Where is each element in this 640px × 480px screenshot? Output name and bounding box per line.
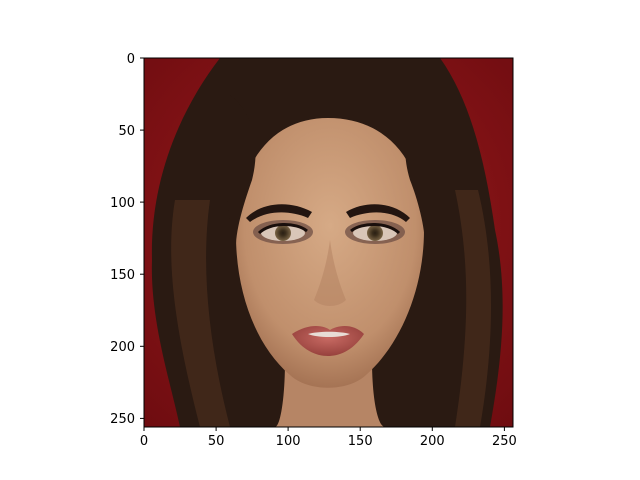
portrait-image xyxy=(144,58,513,427)
x-tick-label: 0 xyxy=(140,434,148,449)
x-tick-label: 250 xyxy=(492,434,517,449)
eyebrow-left xyxy=(246,204,312,222)
hair-fringe-left xyxy=(225,95,256,250)
x-tick-label: 50 xyxy=(208,434,225,449)
iris-left xyxy=(275,225,291,241)
x-tick-label: 100 xyxy=(276,434,301,449)
y-tick-label: 150 xyxy=(110,268,135,283)
teeth xyxy=(308,331,350,337)
hair-highlight-right xyxy=(455,190,492,427)
y-tick-label: 250 xyxy=(110,412,135,427)
y-axis: 0 50 100 150 200 250 xyxy=(110,52,144,427)
y-tick-label: 0 xyxy=(127,52,135,67)
x-tick-label: 200 xyxy=(420,434,445,449)
x-axis: 0 50 100 150 200 250 xyxy=(140,427,517,449)
eyebrow-right xyxy=(346,204,410,222)
y-tick-label: 100 xyxy=(110,196,135,211)
iris-right xyxy=(367,225,383,241)
x-tick-label: 150 xyxy=(348,434,373,449)
eyeliner-right xyxy=(350,223,401,235)
nose xyxy=(314,240,346,306)
axes-frame xyxy=(143,57,514,428)
hair-highlight-left xyxy=(171,200,230,427)
y-tick-label: 200 xyxy=(110,340,135,355)
eyeliner-left xyxy=(257,223,308,235)
hair-fringe-right xyxy=(405,95,436,250)
y-tick-label: 50 xyxy=(118,124,135,139)
